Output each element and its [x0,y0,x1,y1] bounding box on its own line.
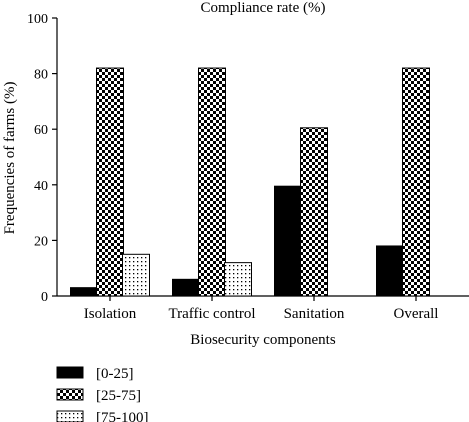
legend-swatch-checker [56,388,84,401]
legend-label: [25-75] [96,388,141,404]
bar-solid [376,245,404,297]
y-axis: 0 20 40 60 80 100 [27,12,58,305]
legend: [0-25] [25-75] [75-100] [56,366,149,422]
y-tick-label: 100 [27,12,48,27]
bars [70,67,430,297]
bar-checker [198,67,226,297]
chart-title: Compliance rate (%) [201,0,326,16]
x-tick-label: Traffic control [168,306,255,322]
bar-dots [224,262,252,297]
x-tick-label: Overall [394,306,439,322]
y-tick-label: 0 [41,290,48,305]
x-axis-label: Biosecurity components [190,332,336,348]
bar-solid [274,185,302,297]
y-tick-label: 60 [34,123,48,138]
bar-checker [96,67,124,297]
x-axis: Isolation Traffic control Sanitation Overal… [57,295,469,322]
legend-swatch-solid [56,366,84,379]
bar-solid [70,287,98,297]
y-tick-label: 40 [34,179,48,194]
y-tick-label: 20 [34,234,48,249]
bar-checker [300,127,328,297]
legend-swatch-dots [56,410,84,422]
legend-label: [0-25] [96,366,134,382]
bar-dots [122,253,150,297]
x-tick-label: Sanitation [284,306,345,322]
bar-solid [172,278,200,297]
legend-label: [75-100] [96,410,149,422]
x-tick-label: Isolation [84,306,137,322]
bar-checker [402,67,430,297]
y-tick-label: 80 [34,68,48,83]
y-axis-label: Frequencies of farms (%) [2,82,18,235]
